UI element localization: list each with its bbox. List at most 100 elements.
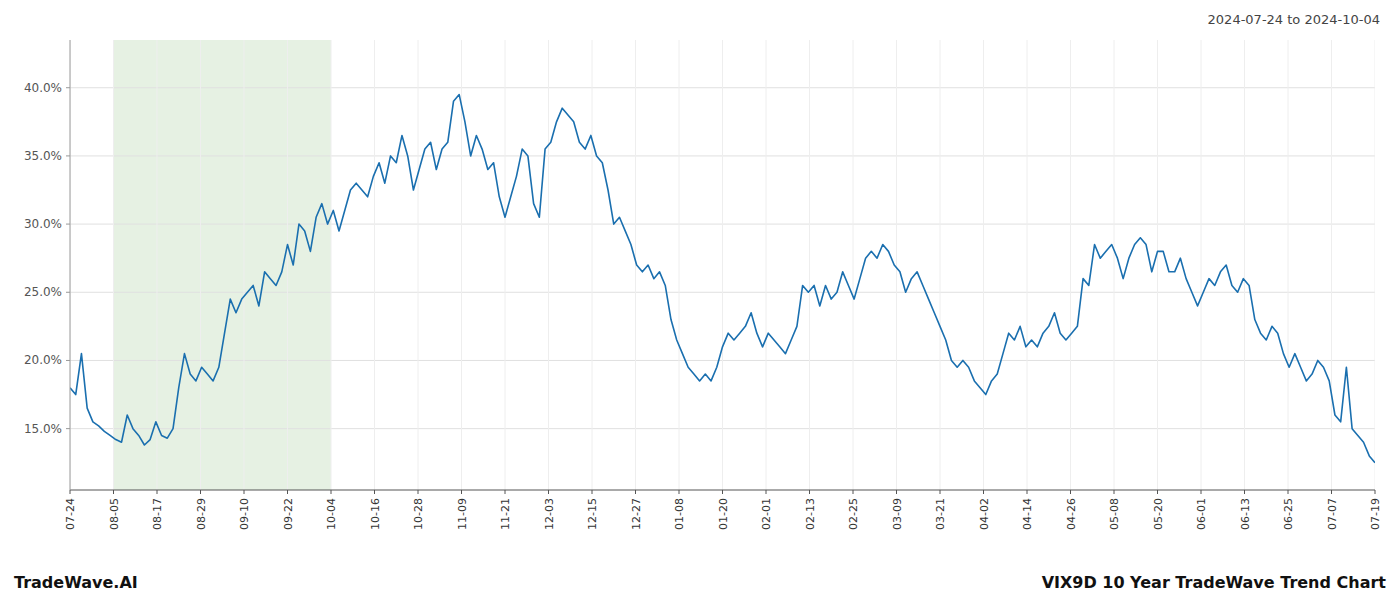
- x-tick-label: 06-25: [1282, 498, 1295, 530]
- title: VIX9D 10 Year TradeWave Trend Chart: [1042, 573, 1387, 592]
- grid-line-x: [418, 40, 419, 490]
- x-tick: [809, 490, 810, 494]
- grid: [70, 40, 1375, 490]
- x-tick: [679, 490, 680, 494]
- x-tick: [287, 490, 288, 494]
- x-tick: [244, 490, 245, 494]
- x-tick: [70, 490, 71, 494]
- x-tick: [418, 490, 419, 494]
- grid-line-x: [722, 40, 723, 490]
- x-tick-label: 01-08: [673, 498, 686, 530]
- data-line: [70, 95, 1375, 463]
- grid-line-x: [853, 40, 854, 490]
- grid-line-x: [1288, 40, 1289, 490]
- x-tick: [1201, 490, 1202, 494]
- x-tick: [1331, 490, 1332, 494]
- y-tick-label: 15.0%: [24, 422, 62, 436]
- x-tick: [1114, 490, 1115, 494]
- shade-region: [114, 40, 332, 490]
- y-tick: [66, 224, 70, 225]
- grid-line-x: [1114, 40, 1115, 490]
- x-tick: [1157, 490, 1158, 494]
- x-tick: [200, 490, 201, 494]
- x-tick: [331, 490, 332, 494]
- x-tick-label: 08-17: [151, 498, 164, 530]
- y-tick-label: 25.0%: [24, 285, 62, 299]
- x-tick: [896, 490, 897, 494]
- x-tick-label: 03-09: [891, 498, 904, 530]
- plot-area: [70, 40, 1375, 490]
- annotation: TradeWave.AI: [14, 573, 138, 592]
- grid-line-x: [1070, 40, 1071, 490]
- x-tick: [766, 490, 767, 494]
- x-tick: [548, 490, 549, 494]
- y-tick-label: 30.0%: [24, 217, 62, 231]
- grid-line-x: [809, 40, 810, 490]
- x-tick: [940, 490, 941, 494]
- grid-line-x: [1375, 40, 1376, 490]
- x-tick-label: 09-22: [282, 498, 295, 530]
- x-tick: [635, 490, 636, 494]
- x-tick-label: 07-07: [1326, 498, 1339, 530]
- x-tick-label: 05-08: [1108, 498, 1121, 530]
- x-tick-label: 07-24: [64, 498, 77, 530]
- x-tick: [1027, 490, 1028, 494]
- x-tick-label: 12-27: [630, 498, 643, 530]
- x-tick: [983, 490, 984, 494]
- x-tick-label: 12-15: [586, 498, 599, 530]
- x-tick: [505, 490, 506, 494]
- x-tick: [374, 490, 375, 494]
- grid-line-x: [505, 40, 506, 490]
- grid-line-x: [374, 40, 375, 490]
- x-tick: [461, 490, 462, 494]
- y-tick: [66, 87, 70, 88]
- x-tick-label: 10-04: [325, 498, 338, 530]
- y-tick: [66, 428, 70, 429]
- y-tick: [66, 155, 70, 156]
- grid-line-x: [1244, 40, 1245, 490]
- x-tick-label: 10-28: [412, 498, 425, 530]
- x-tick: [113, 490, 114, 494]
- x-tick-label: 04-26: [1065, 498, 1078, 530]
- x-tick-label: 06-13: [1239, 498, 1252, 530]
- grid-line-x: [200, 40, 201, 490]
- x-tick-label: 01-20: [717, 498, 730, 530]
- grid-line-x: [548, 40, 549, 490]
- grid-line-x: [287, 40, 288, 490]
- y-tick-label: 20.0%: [24, 353, 62, 367]
- y-tick-label: 40.0%: [24, 81, 62, 95]
- grid-line-x: [70, 40, 71, 490]
- y-tick: [66, 360, 70, 361]
- grid-line-x: [679, 40, 680, 490]
- x-tick-label: 10-16: [369, 498, 382, 530]
- grid-line-x: [1331, 40, 1332, 490]
- x-tick-label: 12-03: [543, 498, 556, 530]
- x-tick-label: 06-01: [1195, 498, 1208, 530]
- grid-line-x: [244, 40, 245, 490]
- x-tick-label: 08-05: [108, 498, 121, 530]
- y-tick-label: 35.0%: [24, 149, 62, 163]
- x-tick-label: 08-29: [195, 498, 208, 530]
- grid-line-x: [331, 40, 332, 490]
- y-tick: [66, 292, 70, 293]
- x-tick-label: 04-02: [978, 498, 991, 530]
- x-tick: [1070, 490, 1071, 494]
- x-tick-label: 02-13: [804, 498, 817, 530]
- grid-line-x: [1027, 40, 1028, 490]
- x-tick: [1244, 490, 1245, 494]
- grid-line-x: [592, 40, 593, 490]
- x-tick: [1375, 490, 1376, 494]
- x-tick: [157, 490, 158, 494]
- x-tick: [722, 490, 723, 494]
- x-tick-label: 07-19: [1369, 498, 1382, 530]
- x-tick: [1288, 490, 1289, 494]
- grid-line-x: [1201, 40, 1202, 490]
- axes: 15.0% 20.0% 25.0% 30.0% 35.0% 40.0% 07-24 08-05…: [24, 40, 1382, 530]
- grid-line-x: [113, 40, 114, 490]
- grid-line-x: [940, 40, 941, 490]
- x-tick-label: 05-20: [1152, 498, 1165, 530]
- grid-line-x: [1157, 40, 1158, 490]
- x-tick-label: 09-10: [238, 498, 251, 530]
- x-tick-label: 11-09: [456, 498, 469, 530]
- chart: 15.0% 20.0% 25.0% 30.0% 35.0% 40.0% 07-24 08-05…: [0, 0, 1400, 600]
